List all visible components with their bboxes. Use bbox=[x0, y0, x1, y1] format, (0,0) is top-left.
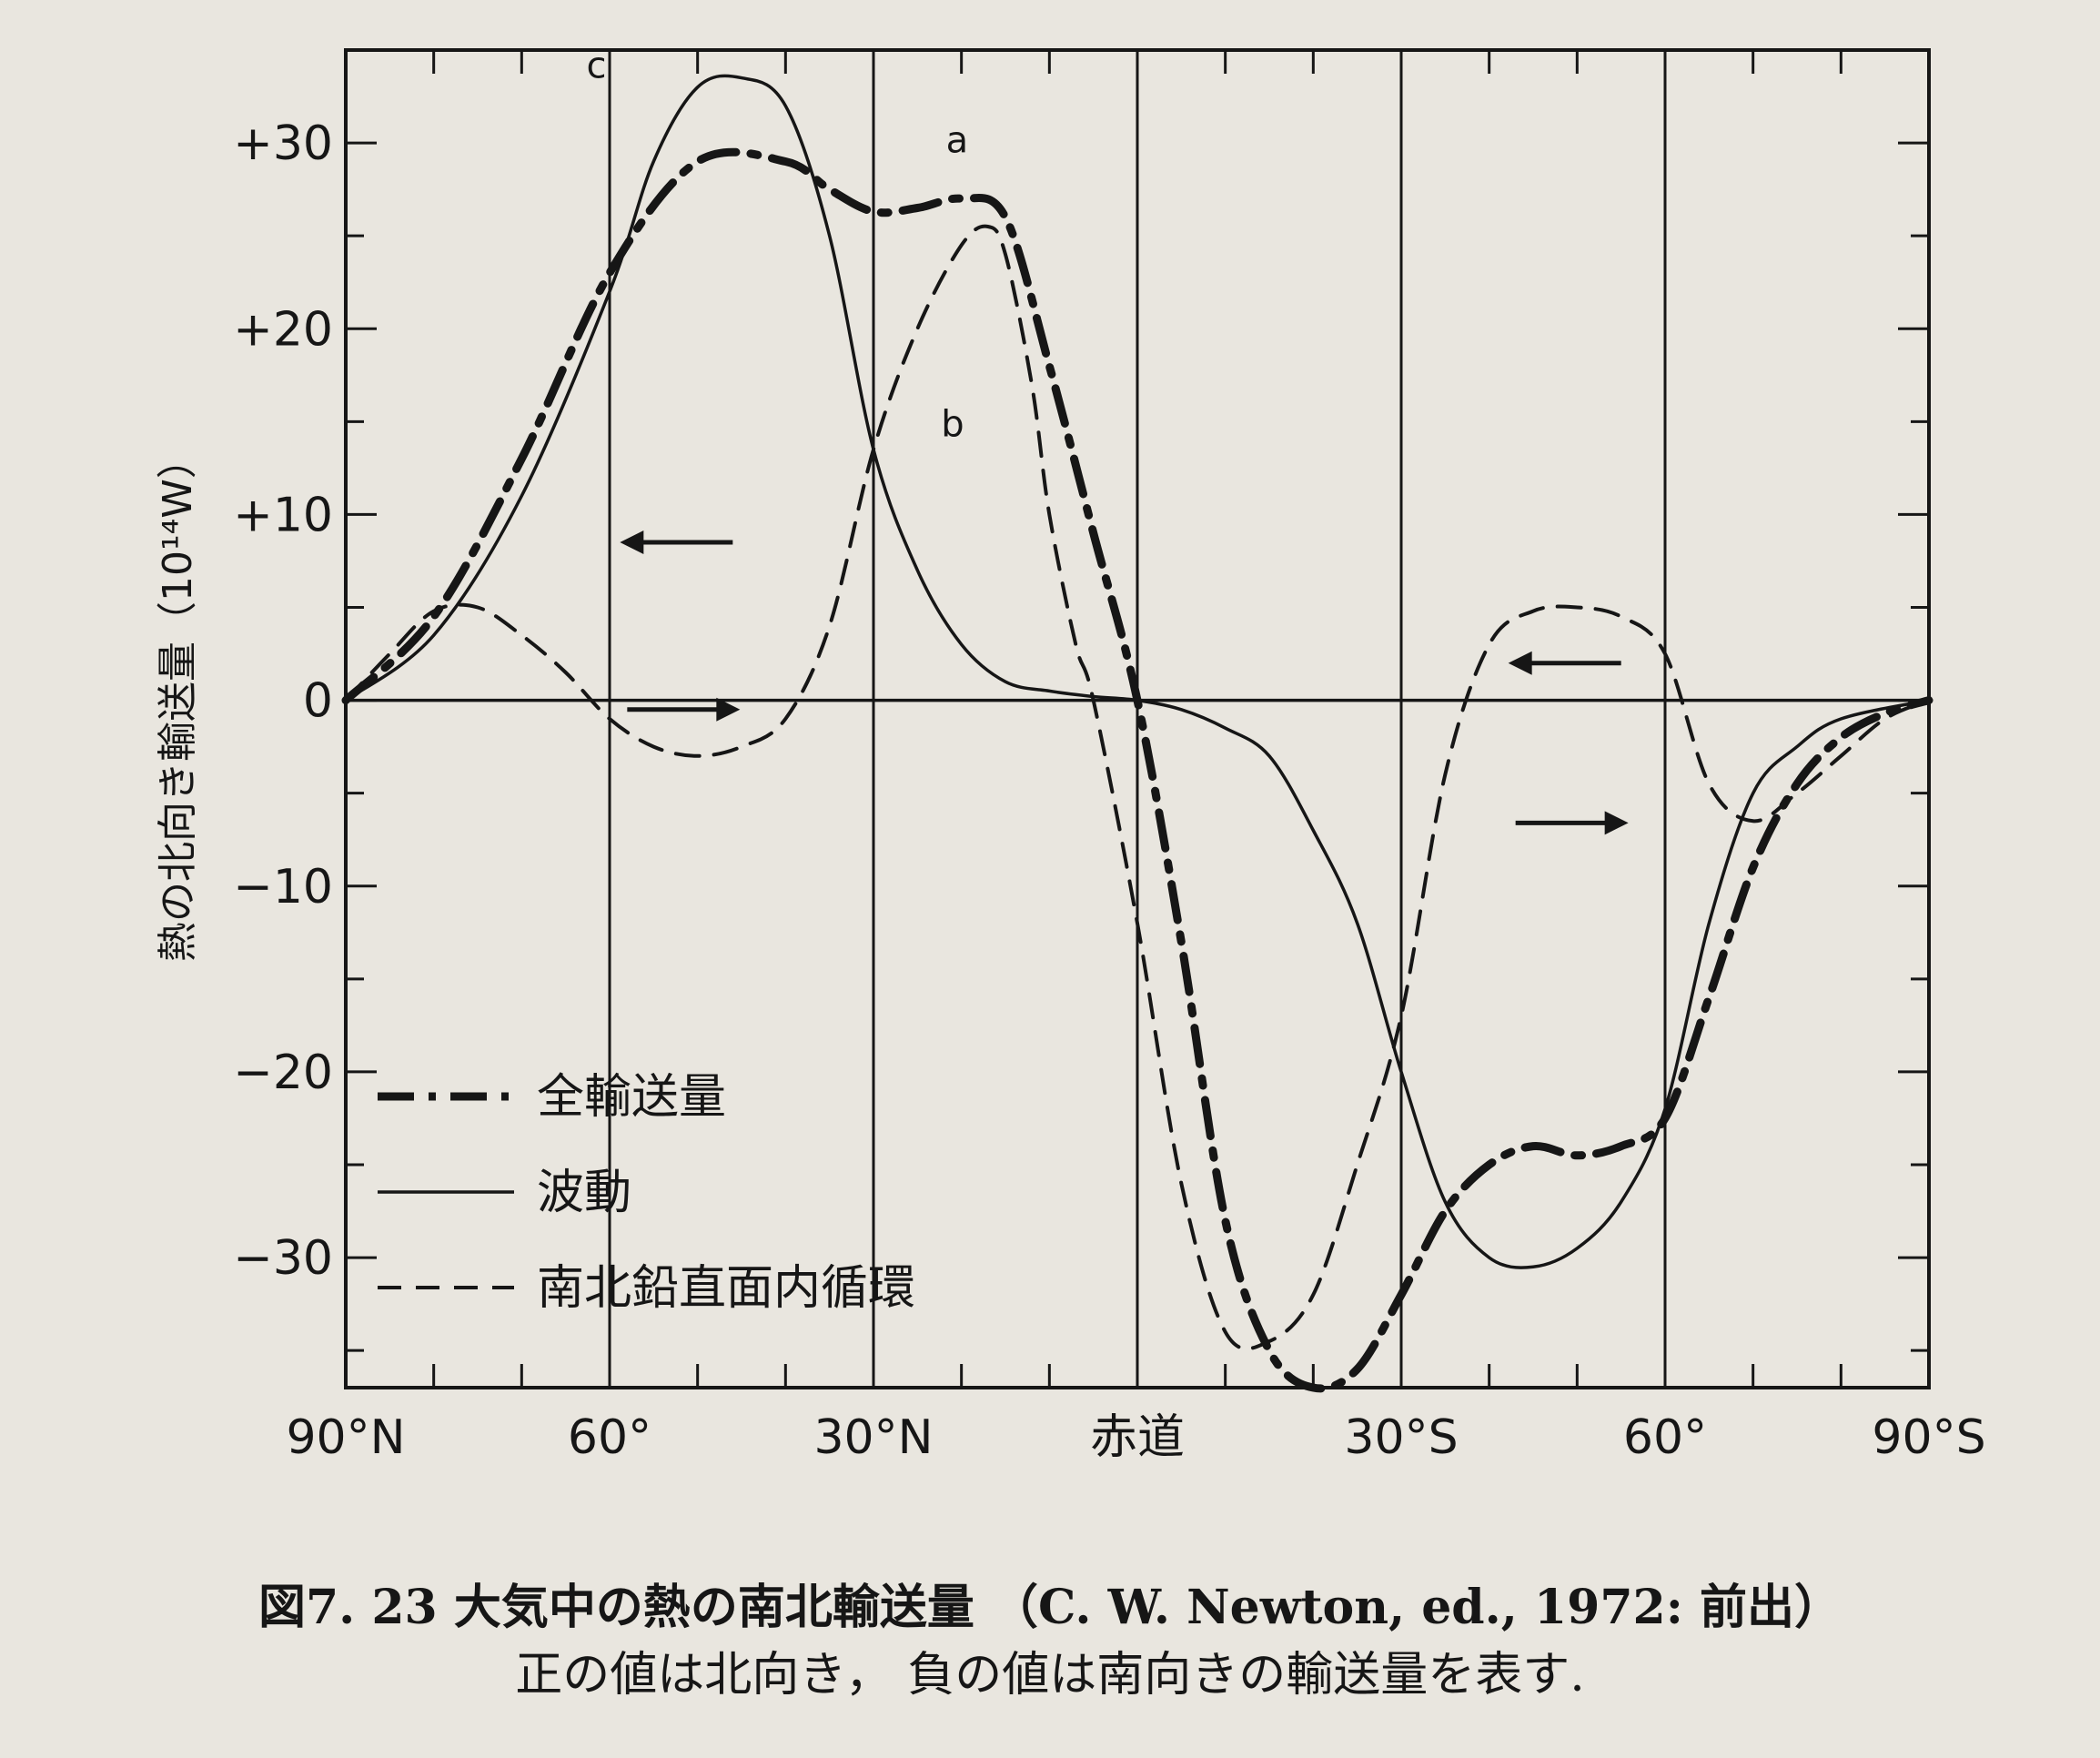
legend-label-a: 全輸送量 bbox=[537, 1070, 726, 1125]
arrow-head bbox=[1604, 811, 1629, 835]
arrow-right bbox=[1515, 811, 1629, 835]
arrow-left bbox=[620, 530, 733, 555]
x-tick-label: 60° bbox=[1623, 1410, 1707, 1465]
arrow-left bbox=[1508, 651, 1621, 675]
arrow-head bbox=[620, 530, 644, 555]
y-tick-label: −30 bbox=[233, 1231, 333, 1286]
curve-letter-a: a bbox=[946, 119, 969, 161]
series-line-a bbox=[341, 147, 1933, 1393]
heat-transport-chart: 90°N 60° 30°N 赤道 30°S 60° 90°S +30 +20 +10 0 −10 −20… bbox=[155, 45, 1986, 1465]
y-tick-label: +20 bbox=[233, 302, 333, 357]
caption-note: 正の値は北向き， 負の値は南向きの輸送量を表す. bbox=[515, 1648, 1585, 1702]
y-tick-label: +30 bbox=[233, 116, 333, 171]
arrow-head bbox=[1508, 651, 1532, 675]
arrow-head bbox=[716, 697, 741, 722]
y-tick-label: −10 bbox=[233, 860, 333, 914]
legend-label-c: 波動 bbox=[537, 1166, 631, 1220]
series-line-c bbox=[344, 74, 1931, 1269]
caption-title: 図7. 23 大気中の熱の南北輸送量 （C. W. Newton, ed., 1… bbox=[257, 1580, 1843, 1635]
y-tick-label: 0 bbox=[303, 674, 333, 729]
y-tick-label: +10 bbox=[233, 488, 333, 542]
x-tick-label: 赤道 bbox=[1090, 1410, 1185, 1465]
y-axis-label: 熱の北向き輸送量（10¹⁴W） bbox=[155, 439, 201, 962]
figure-caption: 図7. 23 大気中の熱の南北輸送量 （C. W. Newton, ed., 1… bbox=[0, 1574, 2100, 1709]
curve-letter-c: c bbox=[587, 45, 607, 87]
arrow-right bbox=[627, 697, 741, 722]
x-tick-label: 30°N bbox=[813, 1410, 933, 1465]
x-tick-label: 30°S bbox=[1344, 1410, 1458, 1465]
x-tick-label: 90°N bbox=[286, 1410, 405, 1465]
curve-letter-b: b bbox=[941, 404, 964, 446]
series-line-b bbox=[344, 224, 1931, 1351]
legend-label-b: 南北鉛直面内循環 bbox=[537, 1261, 915, 1316]
x-tick-label: 90°S bbox=[1872, 1410, 1985, 1465]
y-tick-label: −20 bbox=[233, 1046, 333, 1100]
x-tick-label: 60° bbox=[568, 1410, 651, 1465]
